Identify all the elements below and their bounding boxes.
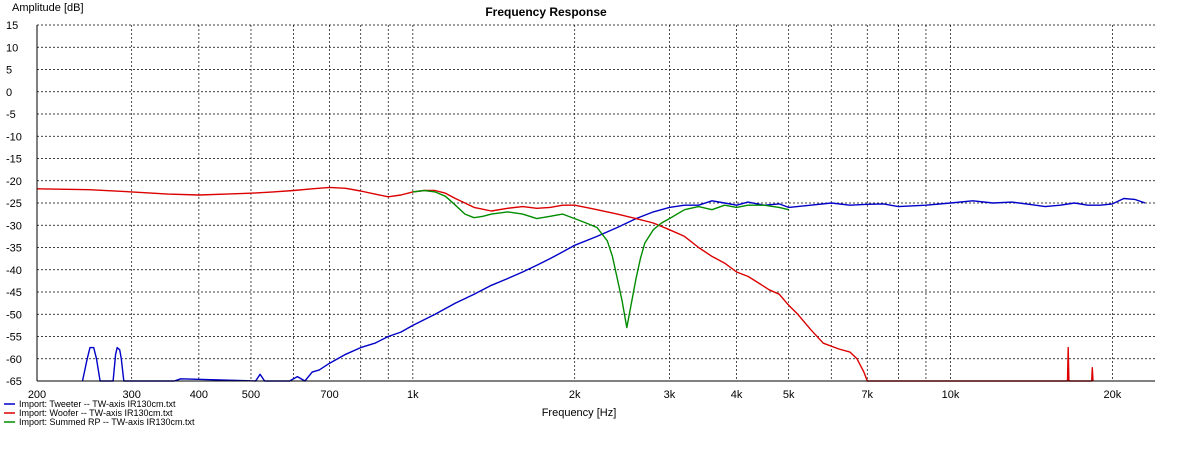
x-tick-label: 7k bbox=[861, 389, 873, 401]
x-tick-label: 4k bbox=[731, 389, 743, 401]
x-tick-label: 400 bbox=[190, 389, 208, 401]
x-tick-label: 500 bbox=[242, 389, 260, 401]
x-tick-label: 5k bbox=[783, 389, 795, 401]
y-axis-label: Amplitude [dB] bbox=[12, 2, 84, 14]
y-tick-label: -45 bbox=[6, 287, 22, 299]
y-tick-label: 15 bbox=[6, 20, 18, 32]
y-tick-label: -25 bbox=[6, 198, 22, 210]
y-tick-labels: 15 10 5 0 -5 -10 -15 -20 -25 -30 -35 -40 -45 -50 -55 -6… bbox=[6, 20, 22, 388]
x-tick-label: 3k bbox=[664, 389, 676, 401]
x-tick-label: 700 bbox=[320, 389, 338, 401]
x-tick-label: 2k bbox=[569, 389, 581, 401]
y-tick-label: -30 bbox=[6, 220, 22, 232]
legend-entry: Import: Woofer -- TW-axis IR130cm.txt bbox=[19, 408, 173, 418]
y-tick-label: 5 bbox=[6, 65, 12, 77]
legend: Import: Tweeter -- TW-axis IR130cm.txtIm… bbox=[4, 399, 195, 427]
x-tick-label: 300 bbox=[123, 389, 141, 401]
y-tick-label: -50 bbox=[6, 309, 22, 321]
y-tick-label: -55 bbox=[6, 332, 22, 344]
legend-entry: Import: Tweeter -- TW-axis IR130cm.txt bbox=[19, 399, 176, 409]
y-tick-label: -35 bbox=[6, 243, 22, 255]
y-tick-label: -15 bbox=[6, 154, 22, 166]
y-tick-label: 0 bbox=[6, 87, 12, 99]
x-axis-label: Frequency [Hz] bbox=[542, 407, 617, 419]
x-tick-label: 1k bbox=[407, 389, 419, 401]
x-tick-label: 10k bbox=[942, 389, 960, 401]
chart-title: Frequency Response bbox=[485, 5, 607, 19]
y-tick-label: -5 bbox=[6, 109, 16, 121]
series-line-2 bbox=[36, 186, 1094, 382]
y-tick-label: -65 bbox=[6, 376, 22, 388]
legend-entry: Import: Summed RP -- TW-axis IR130cm.txt bbox=[19, 417, 195, 427]
y-tick-label: 10 bbox=[6, 42, 18, 54]
y-tick-label: -40 bbox=[6, 265, 22, 277]
y-tick-label: -10 bbox=[6, 131, 22, 143]
x-tick-labels: 200 300 400 500 700 1k 2k 3k 4k 5k 7k 10k 20k bbox=[28, 389, 1122, 401]
plot-background bbox=[37, 25, 1155, 381]
x-tick-label: 20k bbox=[1104, 389, 1122, 401]
y-tick-label: -60 bbox=[6, 354, 22, 366]
series-line-3 bbox=[412, 189, 789, 329]
y-tick-label: -20 bbox=[6, 176, 22, 188]
x-tick-label: 200 bbox=[28, 389, 46, 401]
